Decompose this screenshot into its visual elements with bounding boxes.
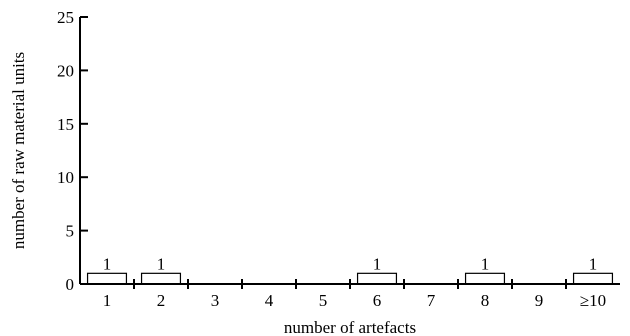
x-tick-label: 2 [157, 291, 166, 310]
y-tick-label: 15 [57, 115, 74, 134]
bar-value-label: 1 [373, 254, 382, 273]
bar-value-label: 1 [589, 254, 598, 273]
bars: 1 1 1 1 1 [86, 254, 614, 285]
bar-value-label: 1 [157, 254, 166, 273]
y-tick-label: 10 [57, 168, 74, 187]
x-tick-label: 8 [481, 291, 490, 310]
bar [140, 272, 182, 285]
x-tick-label: 6 [373, 291, 382, 310]
bar [464, 272, 506, 285]
x-tick-label: 4 [265, 291, 274, 310]
bar [356, 272, 398, 285]
y-tick-label: 25 [57, 8, 74, 27]
x-tick-label: 3 [211, 291, 220, 310]
y-tick-label: 20 [57, 61, 74, 80]
bar [572, 272, 614, 285]
bar-value-label: 1 [103, 254, 112, 273]
y-tick-label: 0 [66, 275, 75, 294]
x-tick-label: 9 [535, 291, 544, 310]
x-tick-label: 7 [427, 291, 436, 310]
y-tick-label: 5 [66, 222, 75, 241]
x-tick-label: 5 [319, 291, 328, 310]
y-axis-ticks: 0 5 10 15 20 25 [57, 8, 88, 294]
bar [86, 272, 128, 285]
y-axis-label: number of raw material units [9, 52, 28, 249]
x-tick-label: ≥10 [580, 291, 606, 310]
x-tick-label: 1 [103, 291, 112, 310]
bar-value-label: 1 [481, 254, 490, 273]
x-axis-label: number of artefacts [284, 318, 416, 336]
